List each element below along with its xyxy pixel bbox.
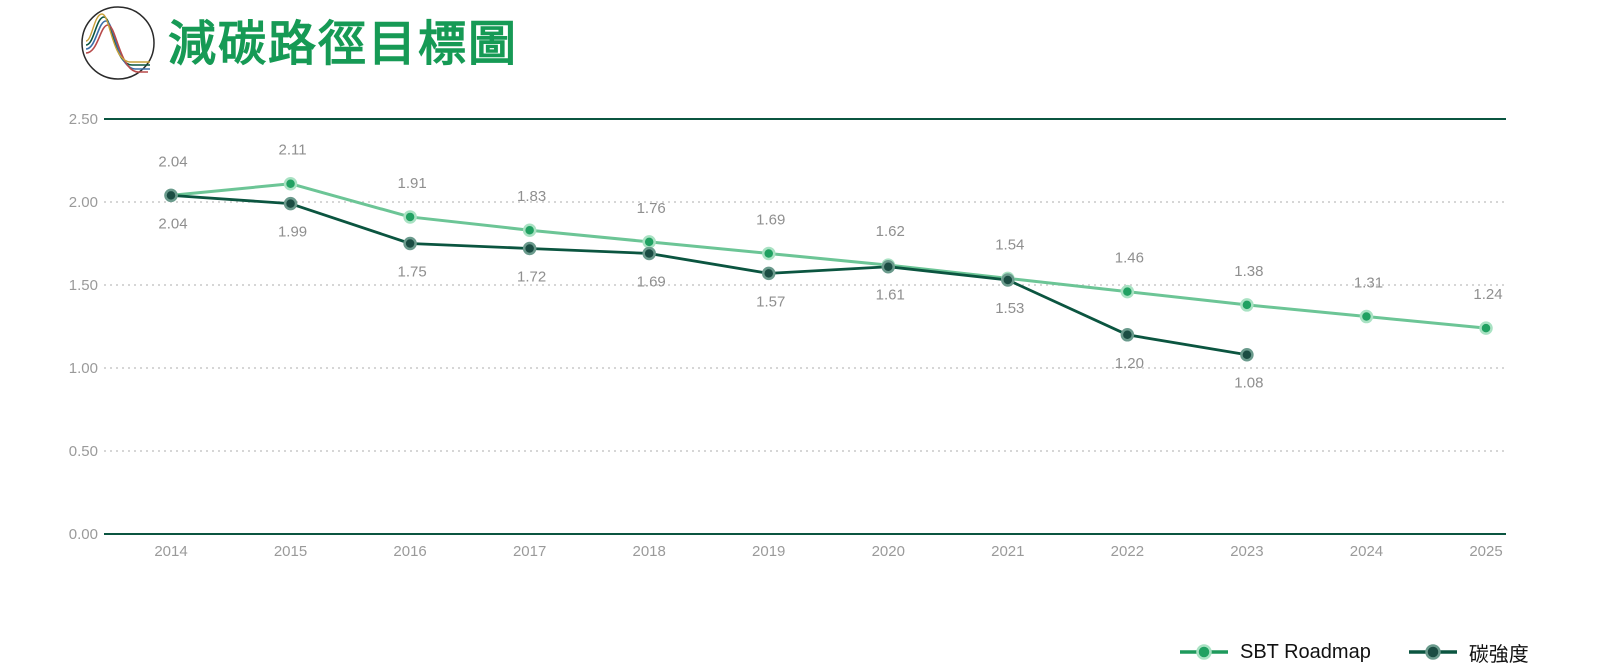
data-label-sbt: 2.11 (278, 142, 306, 159)
data-label-intensity: 1.72 (517, 268, 546, 285)
chart-gridlines (104, 118, 1506, 535)
data-point-sbt (1479, 321, 1493, 335)
data-point-intensity (164, 188, 178, 203)
company-logo-icon (81, 6, 155, 80)
page-title: 減碳路徑目標圖 (168, 16, 519, 72)
data-point-sbt (522, 223, 537, 237)
data-point-sbt (1120, 284, 1135, 299)
legend-label-carbon-intensity: 碳強度 (1468, 643, 1529, 666)
x-tick-label: 2016 (393, 543, 426, 560)
data-label-intensity: 1.69 (637, 273, 666, 290)
data-label-sbt: 1.46 (1115, 250, 1144, 267)
x-tick-label: 2021 (991, 543, 1024, 560)
chart-tick-labels: 0.00 0.50 1.00 1.50 2.00 2.50 2014 2015 2016 2017… (69, 111, 1503, 560)
y-tick-label: 1.50 (69, 277, 98, 294)
y-tick-label: 0.50 (69, 443, 98, 460)
data-point-intensity (1240, 347, 1254, 362)
data-point-intensity (283, 196, 298, 211)
y-tick-label: 1.00 (69, 360, 98, 377)
chart-series-lines (170, 182, 1487, 357)
data-point-intensity (1001, 273, 1015, 287)
data-label-sbt: 1.76 (637, 200, 666, 217)
data-label-sbt: 1.83 (517, 188, 546, 205)
x-tick-label: 2022 (1111, 543, 1144, 560)
legend-marker-intensity-icon (1408, 644, 1457, 660)
data-point-sbt (761, 246, 776, 261)
data-label-sbt: 1.24 (1473, 286, 1502, 303)
data-label-sbt: 1.62 (876, 223, 905, 240)
x-tick-label: 2023 (1230, 543, 1263, 560)
data-point-intensity (761, 266, 776, 281)
data-label-sbt: 1.54 (995, 236, 1024, 253)
data-label-sbt: 1.31 (1354, 275, 1383, 292)
series-line-intensity (170, 193, 1248, 357)
y-tick-label: 0.00 (69, 526, 98, 543)
data-point-sbt (403, 210, 417, 224)
data-point-sbt (1359, 309, 1374, 324)
data-label-intensity: 1.08 (1234, 375, 1263, 392)
chart-data-labels: 2.04 2.11 1.91 1.83 1.76 1.69 1.62 1.54 1.46 1.38… (158, 142, 1502, 392)
legend-item-sbt-roadmap: SBT Roadmap (1180, 641, 1371, 664)
data-point-sbt (283, 176, 298, 191)
x-tick-label: 2024 (1350, 543, 1383, 560)
legend-marker-sbt-icon (1180, 644, 1228, 660)
chart-data-points (164, 176, 1493, 362)
chart-legend: SBT Roadmap 碳強度 (1180, 638, 1529, 667)
data-label-intensity: 1.53 (995, 300, 1024, 317)
series-line-sbt (170, 182, 1487, 330)
y-tick-label: 2.50 (69, 111, 98, 128)
data-label-sbt: 1.38 (1234, 263, 1263, 280)
legend-label-sbt-roadmap: SBT Roadmap (1240, 640, 1371, 663)
x-tick-label: 2025 (1469, 543, 1502, 560)
x-tick-label: 2019 (752, 543, 785, 560)
data-point-sbt (642, 235, 656, 249)
data-point-intensity (522, 241, 537, 256)
y-tick-label: 2.00 (69, 194, 98, 211)
x-tick-label: 2020 (872, 543, 905, 560)
x-tick-label: 2015 (274, 543, 307, 560)
data-label-sbt: 1.91 (397, 175, 426, 192)
data-point-intensity (1120, 328, 1135, 342)
data-point-intensity (881, 259, 896, 274)
line-chart: 0.00 0.50 1.00 1.50 2.00 2.50 2014 2015 2016 2017… (69, 111, 1506, 560)
data-label-sbt: 2.04 (158, 153, 187, 170)
data-label-intensity: 1.99 (278, 224, 307, 241)
x-tick-label: 2014 (154, 543, 187, 560)
data-label-intensity: 2.04 (158, 215, 187, 232)
data-label-sbt: 1.69 (756, 211, 785, 228)
x-tick-label: 2018 (632, 543, 665, 560)
data-label-intensity: 1.75 (397, 264, 426, 281)
legend-item-carbon-intensity: 碳強度 (1408, 638, 1529, 667)
data-point-intensity (403, 236, 417, 251)
data-label-intensity: 1.20 (1115, 355, 1144, 372)
x-tick-label: 2017 (513, 543, 546, 560)
data-point-sbt (1240, 298, 1254, 312)
data-point-intensity (642, 246, 656, 261)
data-label-intensity: 1.57 (756, 293, 785, 310)
data-label-intensity: 1.61 (876, 287, 905, 304)
